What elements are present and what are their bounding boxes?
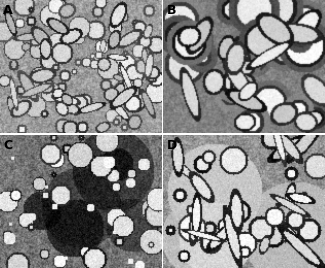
Text: C: C	[3, 139, 12, 152]
Text: A: A	[3, 4, 13, 17]
Text: B: B	[166, 4, 176, 17]
Text: D: D	[166, 139, 177, 152]
